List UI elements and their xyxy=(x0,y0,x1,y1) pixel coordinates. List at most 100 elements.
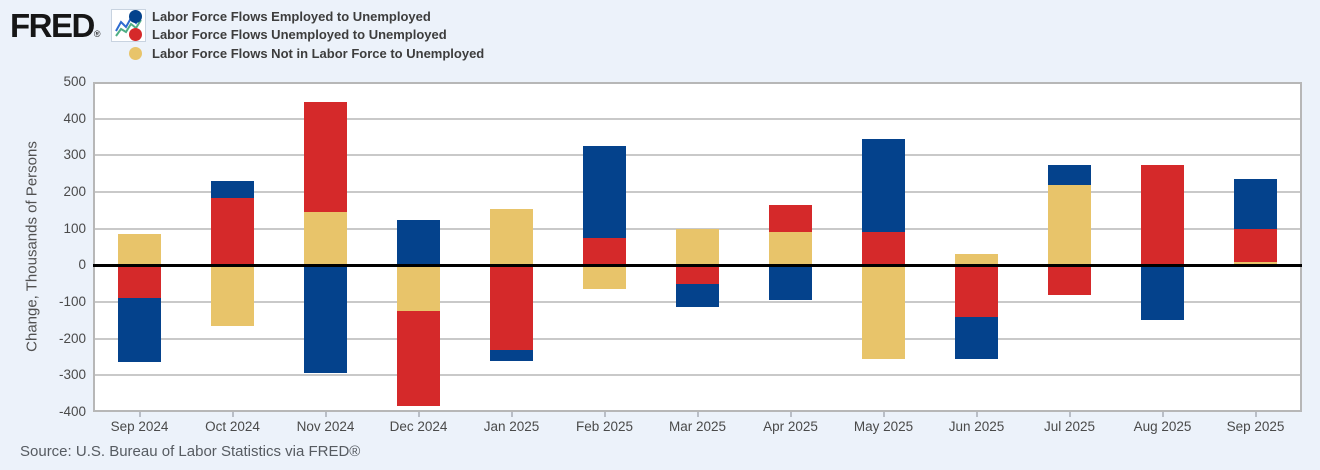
x-tick-label: May 2025 xyxy=(853,419,914,434)
gridline xyxy=(93,374,1302,377)
x-tick-label: Mar 2025 xyxy=(668,419,727,434)
legend: Labor Force Flows Employed to Unemployed… xyxy=(129,7,484,63)
bar-segment[interactable] xyxy=(397,219,440,266)
x-tick-mark xyxy=(510,412,513,417)
x-tick-mark xyxy=(138,412,141,417)
legend-label: Labor Force Flows Unemployed to Unemploy… xyxy=(152,27,447,43)
legend-dot-icon xyxy=(129,9,142,23)
bar-segment[interactable] xyxy=(118,298,161,363)
bar-segment[interactable] xyxy=(118,265,161,299)
fred-logo[interactable]: FRED® xyxy=(10,6,146,48)
y-tick-label: 100 xyxy=(63,220,86,236)
bar-segment[interactable] xyxy=(583,237,626,266)
bar-segment[interactable] xyxy=(1234,261,1277,266)
x-tick-label: Dec 2024 xyxy=(389,419,448,434)
bar-segment[interactable] xyxy=(1234,228,1277,262)
x-tick-mark xyxy=(882,412,885,417)
x-tick-label: Oct 2024 xyxy=(205,419,260,434)
y-tick-label: 400 xyxy=(63,110,86,126)
bar-segment[interactable] xyxy=(397,265,440,312)
x-tick-label: Jan 2025 xyxy=(483,419,540,434)
bar-segment[interactable] xyxy=(1048,184,1091,266)
bar-segment[interactable] xyxy=(862,265,905,359)
plot-area xyxy=(93,82,1302,412)
x-tick-mark xyxy=(603,412,606,417)
x-tick-label: Apr 2025 xyxy=(763,419,818,434)
gridline xyxy=(93,337,1302,340)
y-axis-title: Change, Thousands of Persons xyxy=(23,141,41,352)
x-tick-mark xyxy=(231,412,234,417)
y-tick-label: -300 xyxy=(58,367,86,383)
bar-segment[interactable] xyxy=(490,208,533,266)
x-tick-label: Aug 2025 xyxy=(1133,419,1192,434)
bar-segment[interactable] xyxy=(676,265,719,284)
x-tick-mark xyxy=(1068,412,1071,417)
bar-segment[interactable] xyxy=(955,316,998,359)
bar-segment[interactable] xyxy=(304,265,347,374)
x-tick-mark xyxy=(975,412,978,417)
legend-item: Labor Force Flows Employed to Unemployed xyxy=(129,7,484,26)
y-tick-label: -400 xyxy=(58,404,86,419)
y-tick-label: -200 xyxy=(58,330,86,346)
bar-segment[interactable] xyxy=(676,283,719,308)
bar-segment[interactable] xyxy=(1141,265,1184,321)
bar-segment[interactable] xyxy=(955,254,998,266)
bar-segment[interactable] xyxy=(769,204,812,233)
legend-item: Labor Force Flows Unemployed to Unemploy… xyxy=(129,26,484,45)
x-tick-mark xyxy=(1161,412,1164,417)
y-tick-label: 0 xyxy=(78,257,86,273)
bar-segment[interactable] xyxy=(676,228,719,266)
source-note: Source: U.S. Bureau of Labor Statistics … xyxy=(20,443,361,460)
plot-border xyxy=(93,82,95,412)
bar-segment[interactable] xyxy=(1048,164,1091,185)
y-tick-label: 500 xyxy=(63,74,86,89)
plot-border xyxy=(1300,82,1302,412)
x-tick-label: Nov 2024 xyxy=(296,419,355,434)
gridline xyxy=(93,117,1302,120)
bar-segment[interactable] xyxy=(862,138,905,233)
x-tick-mark xyxy=(789,412,792,417)
x-tick-mark xyxy=(324,412,327,417)
x-tick-label: Sep 2024 xyxy=(110,419,169,434)
x-tick-label: Sep 2025 xyxy=(1226,419,1285,434)
registered-mark: ® xyxy=(93,29,101,39)
fred-logo-text: FRED xyxy=(10,7,95,44)
gridline xyxy=(93,191,1302,193)
bar-segment[interactable] xyxy=(490,265,533,350)
legend-label: Labor Force Flows Not in Labor Force to … xyxy=(152,45,485,61)
y-tick-label: -100 xyxy=(58,294,86,309)
bar-segment[interactable] xyxy=(490,349,533,361)
gridline xyxy=(93,154,1302,157)
bar-segment[interactable] xyxy=(769,232,812,266)
x-tick-label: Jun 2025 xyxy=(948,419,1005,434)
legend-label: Labor Force Flows Employed to Unemployed xyxy=(152,8,431,24)
gridline xyxy=(93,410,1302,412)
x-tick-mark xyxy=(417,412,420,417)
bar-segment[interactable] xyxy=(397,311,440,407)
bar-segment[interactable] xyxy=(1141,164,1184,266)
bar-segment[interactable] xyxy=(769,265,812,301)
bar-segment[interactable] xyxy=(955,265,998,317)
y-tick-label: 200 xyxy=(63,184,86,199)
zero-line xyxy=(93,263,1302,267)
bar-segment[interactable] xyxy=(1048,265,1091,295)
x-tick-label: Jul 2025 xyxy=(1043,419,1096,434)
bar-segment[interactable] xyxy=(583,265,626,290)
x-tick-label: Feb 2025 xyxy=(575,419,634,434)
bar-segment[interactable] xyxy=(211,181,254,198)
bar-segment[interactable] xyxy=(211,265,254,326)
x-tick-mark xyxy=(1254,412,1257,417)
legend-item: Labor Force Flows Not in Labor Force to … xyxy=(129,44,484,63)
bar-segment[interactable] xyxy=(1234,179,1277,229)
bar-segment[interactable] xyxy=(304,212,347,266)
gridline xyxy=(93,82,1302,84)
bar-segment[interactable] xyxy=(862,232,905,266)
x-tick-mark xyxy=(696,412,699,417)
bar-segment[interactable] xyxy=(583,146,626,238)
y-tick-label: 300 xyxy=(63,147,86,163)
bar-segment[interactable] xyxy=(304,102,347,213)
legend-dot-icon xyxy=(129,28,142,42)
bar-segment[interactable] xyxy=(211,197,254,266)
bar-segment[interactable] xyxy=(118,234,161,266)
